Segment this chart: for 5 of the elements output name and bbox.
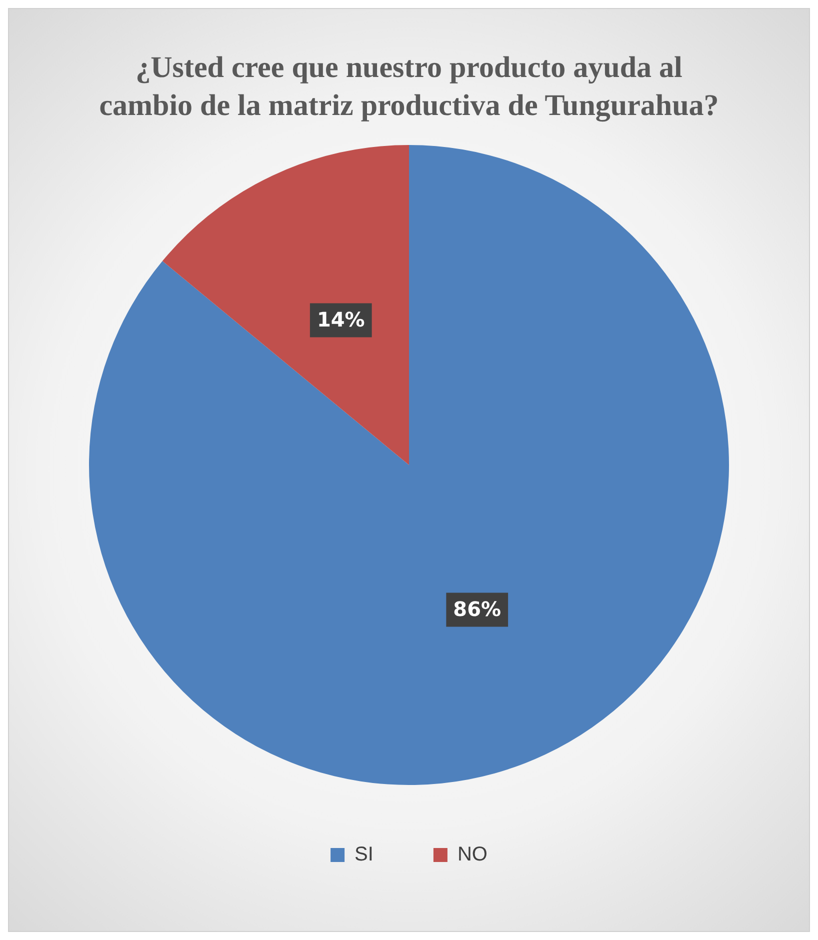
chart-title: ¿Usted cree que nuestro producto ayuda al cambio de la matriz productiva de Tungurahua? bbox=[98, 50, 720, 124]
legend-label: NO bbox=[457, 844, 488, 866]
data-label: 86% bbox=[453, 596, 502, 621]
data-label: 14% bbox=[316, 307, 365, 332]
legend-label: SI bbox=[354, 844, 374, 866]
